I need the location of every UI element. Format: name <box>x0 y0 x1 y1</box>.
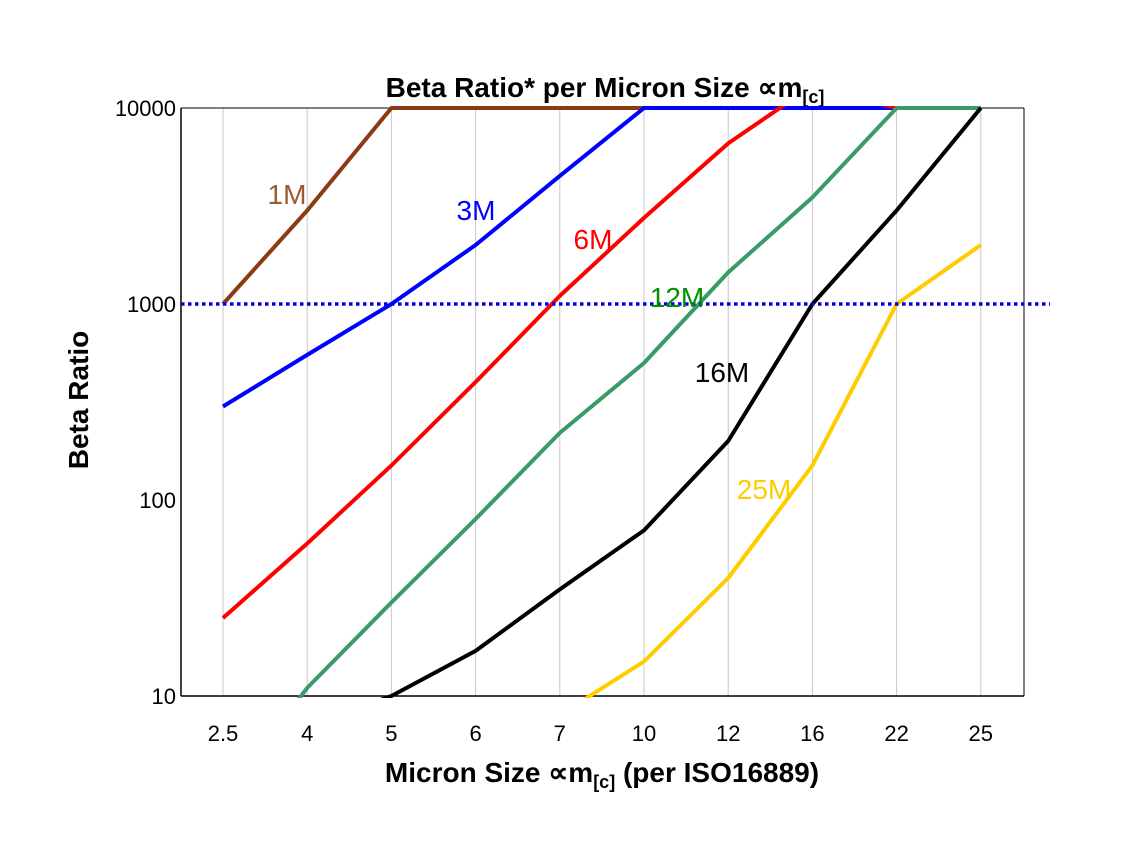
x-tick-label: 5 <box>385 721 397 746</box>
x-tick-label: 6 <box>469 721 481 746</box>
y-tick-label: 1000 <box>127 292 176 317</box>
x-tick-label: 16 <box>800 721 824 746</box>
x-tick-label: 12 <box>716 721 740 746</box>
y-tick-label: 10000 <box>115 96 176 121</box>
series-line-16M <box>379 106 983 698</box>
y-tick-label: 10 <box>152 684 176 709</box>
series-label-12M: 12M <box>650 282 704 313</box>
x-tick-label: 4 <box>301 721 313 746</box>
series-line-3M <box>221 106 981 409</box>
x-tick-label: 2.5 <box>208 721 239 746</box>
y-tick-label: 100 <box>139 488 176 513</box>
x-axis-label: Micron Size ∝m[c] (per ISO16889) <box>385 757 819 792</box>
series-label-6M: 6M <box>574 224 613 255</box>
series-label-16M: 16M <box>695 357 749 388</box>
series-line-12M <box>296 106 981 698</box>
series-label-25M: 25M <box>737 474 791 505</box>
x-tick-label: 7 <box>554 721 566 746</box>
x-tick-label: 22 <box>884 721 908 746</box>
series-label-3M: 3M <box>457 195 496 226</box>
y-axis-label: Beta Ratio <box>63 331 94 469</box>
chart-title: Beta Ratio* per Micron Size ∝m[c] <box>386 72 825 107</box>
series-line-6M <box>221 106 981 620</box>
x-tick-label: 10 <box>632 721 656 746</box>
series-line-25M <box>582 243 982 698</box>
series-label-1M: 1M <box>268 179 307 210</box>
plot-area <box>181 108 1024 696</box>
x-tick-label: 25 <box>969 721 993 746</box>
